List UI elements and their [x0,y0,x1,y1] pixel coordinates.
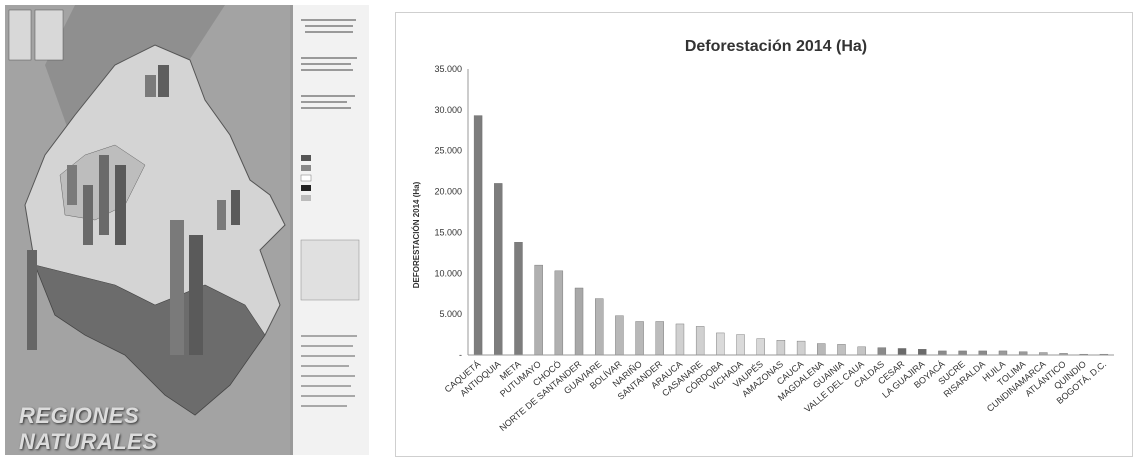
chart-bar [514,242,523,356]
chart-bar [796,340,806,356]
chart-bar [897,348,907,356]
inset-map-right [34,9,64,61]
chart-bar [817,343,826,356]
chart-bar [655,321,664,356]
y-tick-label: - [459,350,462,360]
legend-text-lines [301,19,357,109]
amazon-region [34,264,266,416]
chart-bar [695,326,705,356]
map-caption-line1: REGIONES [19,403,140,428]
chart-bar [716,332,725,356]
y-tick-label: 10.000 [434,268,462,278]
chart-bar [857,346,866,356]
chart-bars [473,115,1109,356]
y-tick-label: 20.000 [434,187,462,197]
y-axis-label: DEFORESTACIÓN 2014 (Ha) [412,181,421,288]
chart-bar [958,350,967,356]
chart-bar [554,270,564,356]
inset-map-left [8,9,32,61]
chart-bar [877,347,887,356]
chart-title: Deforestación 2014 (Ha) [685,38,867,55]
chart-bar [473,115,483,356]
chart-bar [837,344,846,356]
deforestation-chart-panel: Deforestación 2014 (Ha) DEFORESTACIÓN 20… [395,12,1133,457]
map-image-panel: REGIONES NATURALES [5,5,369,455]
chart-bar [595,298,604,356]
chart-bar [978,350,987,356]
chart-bar [574,287,584,356]
map-legend-panel [293,5,369,455]
y-tick-label: 5.000 [439,309,462,319]
map-caption-line2: NATURALES [19,429,158,454]
chart-bar [998,350,1008,356]
deforestation-bar-chart: Deforestación 2014 (Ha) DEFORESTACIÓN 20… [412,38,1114,434]
chart-bar [918,349,927,356]
chart-bar [615,315,624,356]
chart-bar [675,323,685,356]
chart-bar [736,334,745,356]
y-tick-label: 25.000 [434,146,462,156]
legend-metadata-lines [301,335,357,407]
map-graphic [5,5,369,455]
y-axis-ticks: - 5.000 10.000 15.000 20.000 25.000 30.000 35.0… [434,64,462,360]
chart-bar [756,338,765,356]
chart-bar [534,264,543,356]
y-tick-label: 15.000 [434,227,462,237]
y-tick-label: 30.000 [434,105,462,115]
chart-bar [494,183,503,356]
y-tick-label: 35.000 [434,64,462,74]
locator-map [300,239,360,301]
chart-bar [776,340,786,356]
legend-swatches [300,155,312,201]
chart-bar [938,350,947,356]
map-3d-bars [27,65,240,355]
chart-bar [635,321,644,356]
